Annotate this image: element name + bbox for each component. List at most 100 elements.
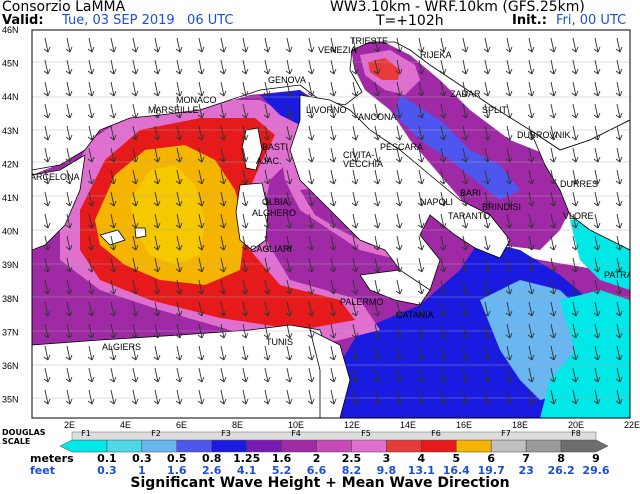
direction-arrow xyxy=(571,323,579,339)
direction-arrow xyxy=(175,279,183,295)
direction-arrow xyxy=(505,59,513,75)
direction-arrow xyxy=(241,191,249,207)
direction-arrow xyxy=(505,279,513,295)
direction-arrow xyxy=(593,257,601,273)
direction-arrow xyxy=(197,147,205,163)
direction-arrow xyxy=(395,323,403,339)
direction-arrow xyxy=(615,213,623,229)
legend-swatch xyxy=(490,439,527,453)
direction-arrow xyxy=(593,235,601,251)
direction-arrow xyxy=(65,345,73,361)
direction-arrow xyxy=(65,191,73,207)
direction-arrow xyxy=(439,345,447,361)
feet-value: 8.2 xyxy=(341,464,362,477)
direction-arrow xyxy=(241,389,249,405)
direction-arrow xyxy=(549,367,557,383)
direction-arrow xyxy=(175,147,183,163)
direction-arrow xyxy=(505,367,513,383)
lon-tick-label: 22E xyxy=(624,420,640,430)
direction-arrow xyxy=(571,103,579,119)
direction-arrow xyxy=(241,81,249,97)
direction-arrow xyxy=(285,169,293,185)
city-rijeka: RIJEKA xyxy=(420,50,452,60)
direction-arrow xyxy=(87,389,95,405)
direction-arrow xyxy=(483,235,491,251)
direction-arrow xyxy=(527,169,535,185)
direction-arrow xyxy=(439,103,447,119)
city-cagliari: CAGLIARI xyxy=(250,244,292,254)
direction-arrow xyxy=(527,191,535,207)
city-napoli: NAPOLI xyxy=(420,197,453,207)
direction-arrow xyxy=(307,279,315,295)
direction-arrow xyxy=(505,257,513,273)
direction-arrow xyxy=(417,389,425,405)
direction-arrow xyxy=(615,345,623,361)
direction-arrow xyxy=(285,81,293,97)
direction-arrow xyxy=(483,169,491,185)
direction-arrow xyxy=(263,147,271,163)
direction-arrow xyxy=(351,301,359,317)
direction-arrow xyxy=(615,279,623,295)
direction-arrow xyxy=(43,345,51,361)
direction-arrow xyxy=(395,345,403,361)
direction-arrow xyxy=(483,279,491,295)
city-split: SPLIT xyxy=(482,105,508,115)
direction-arrow xyxy=(439,169,447,185)
direction-arrow xyxy=(417,367,425,383)
direction-arrow xyxy=(571,191,579,207)
meters-value: 1.6 xyxy=(271,452,292,465)
direction-arrow xyxy=(109,367,117,383)
meters-value: 1.25 xyxy=(233,452,261,465)
direction-arrow xyxy=(307,389,315,405)
direction-arrow xyxy=(307,191,315,207)
city-pescara: PESCARA xyxy=(380,142,423,152)
direction-arrow xyxy=(219,103,227,119)
direction-arrow xyxy=(527,235,535,251)
model-title: WW3.10km - WRF.10km (GFS.25km) xyxy=(330,0,585,15)
direction-arrow xyxy=(219,323,227,339)
direction-arrow xyxy=(483,103,491,119)
direction-arrow xyxy=(131,169,139,185)
direction-arrow xyxy=(373,389,381,405)
direction-arrow xyxy=(615,37,623,53)
direction-arrow xyxy=(131,81,139,97)
direction-arrow xyxy=(241,147,249,163)
init-label: Init.: xyxy=(512,13,547,28)
lat-tick-label: 44N xyxy=(2,92,19,102)
direction-arrow xyxy=(87,59,95,75)
direction-arrow xyxy=(351,323,359,339)
direction-arrow xyxy=(87,81,95,97)
direction-arrow xyxy=(65,147,73,163)
direction-arrow xyxy=(461,191,469,207)
direction-arrow xyxy=(175,301,183,317)
direction-arrow xyxy=(549,147,557,163)
direction-arrow xyxy=(153,147,161,163)
feet-value: 2.6 xyxy=(201,464,222,477)
direction-arrow xyxy=(329,301,337,317)
direction-arrow xyxy=(241,257,249,273)
direction-arrow xyxy=(505,213,513,229)
direction-arrow xyxy=(483,59,491,75)
legend-title: Significant Wave Height + Mean Wave Dire… xyxy=(130,475,510,491)
feet-label: feet xyxy=(30,464,55,477)
direction-arrow xyxy=(505,147,513,163)
direction-arrow xyxy=(505,389,513,405)
direction-arrow xyxy=(373,213,381,229)
direction-arrow xyxy=(65,59,73,75)
direction-arrow xyxy=(593,389,601,405)
direction-arrow xyxy=(417,279,425,295)
direction-arrow xyxy=(285,257,293,273)
direction-arrow xyxy=(373,125,381,141)
direction-arrow xyxy=(109,235,117,251)
direction-arrow xyxy=(527,279,535,295)
direction-arrow xyxy=(153,257,161,273)
direction-arrow xyxy=(65,125,73,141)
direction-arrow xyxy=(395,59,403,75)
direction-arrow xyxy=(395,191,403,207)
direction-arrow xyxy=(395,389,403,405)
direction-arrow xyxy=(65,323,73,339)
douglas-step: F3 xyxy=(221,429,231,438)
direction-arrow xyxy=(197,81,205,97)
direction-arrow xyxy=(153,301,161,317)
direction-arrow xyxy=(439,59,447,75)
